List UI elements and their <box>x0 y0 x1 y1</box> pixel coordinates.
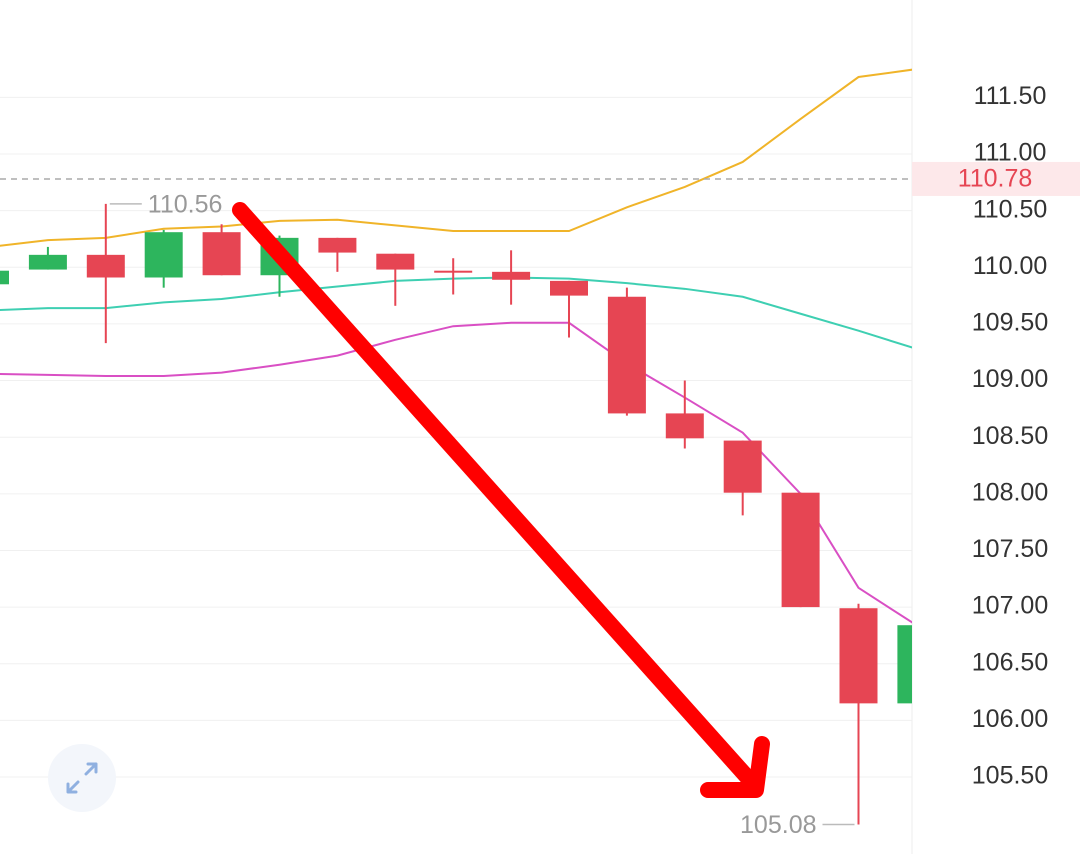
last-price-label: 110.78 <box>958 165 1033 193</box>
candle-body <box>665 413 704 439</box>
overlay: 110.78 110.56 105.08 <box>0 161 1080 839</box>
grid <box>0 96 912 778</box>
plot-area <box>0 68 912 825</box>
y-tick-label: 109.50 <box>972 309 1048 337</box>
y-tick-label: 107.50 <box>972 535 1048 563</box>
candle-body <box>492 271 531 280</box>
y-tick-label: 106.00 <box>972 705 1048 733</box>
y-tick-label: 107.00 <box>972 592 1048 620</box>
candle-body <box>897 625 912 704</box>
y-tick-label: 105.50 <box>972 762 1048 790</box>
y-axis: 105.50 106.00 106.50 107.00 107.50 108.00 108.… <box>972 82 1048 790</box>
y-tick-label: 110.50 <box>973 195 1048 223</box>
candle-body <box>0 270 9 285</box>
max-label: 110.56 <box>148 190 223 218</box>
candle-body <box>723 440 762 493</box>
last-price-tag <box>912 161 1080 196</box>
candle-body <box>144 232 183 278</box>
trend-arrow <box>232 202 770 798</box>
y-tick-label: 106.50 <box>972 648 1048 676</box>
candle-body <box>839 608 878 704</box>
band-line <box>0 68 912 247</box>
y-tick-label: 109.00 <box>972 365 1048 393</box>
candle-body <box>607 296 646 414</box>
band-line <box>0 276 912 349</box>
candle-body <box>28 254 67 270</box>
min-label: 105.08 <box>740 811 816 839</box>
band-line <box>0 321 912 624</box>
expand-button[interactable] <box>48 744 116 812</box>
candle-body <box>318 237 357 253</box>
candle-body <box>550 280 588 296</box>
candle-body <box>86 254 125 278</box>
y-tick-label: 108.00 <box>972 478 1048 506</box>
y-tick-label: 110.00 <box>973 252 1048 280</box>
candle-body <box>434 270 473 273</box>
candle-body <box>376 253 415 270</box>
candle-body <box>781 492 820 608</box>
y-tick-label: 111.50 <box>974 82 1047 110</box>
candle-body <box>202 232 241 276</box>
y-tick-label: 108.50 <box>972 422 1048 450</box>
